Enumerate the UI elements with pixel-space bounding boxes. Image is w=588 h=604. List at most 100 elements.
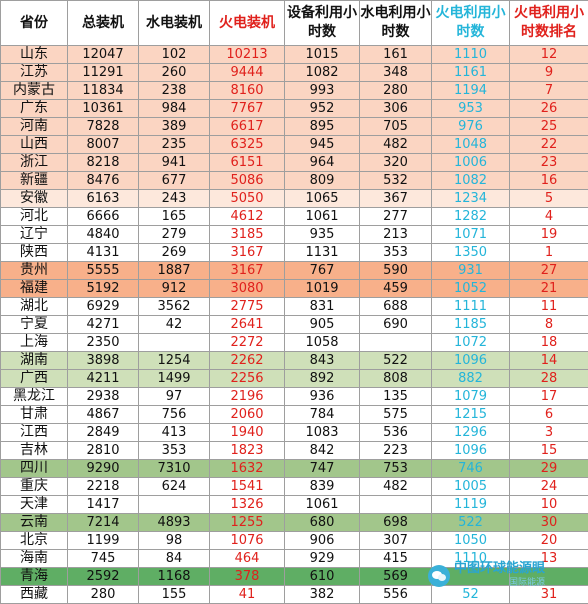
- cell-total-capacity: 8218: [68, 154, 139, 172]
- watermark-text: 中图环球能源眼 国际能源: [454, 562, 545, 590]
- cell-hydro-capacity: 1887: [139, 262, 210, 280]
- cell-province: 上海: [1, 334, 68, 352]
- cell-hydro-capacity: 677: [139, 172, 210, 190]
- cell-equipment-hours: 747: [285, 460, 360, 478]
- cell-total-capacity: 3898: [68, 352, 139, 370]
- cell-hydro-hours: 320: [360, 154, 432, 172]
- cell-province: 甘肃: [1, 406, 68, 424]
- cell-thermal-rank: 29: [510, 460, 588, 478]
- cell-thermal-capacity: 5086: [210, 172, 285, 190]
- header-row: 省份 总装机 水电装机 火电装机 设备利用小时数 水电利用小时数 火电利用小时数…: [1, 1, 588, 46]
- cell-equipment-hours: 1058: [285, 334, 360, 352]
- cell-hydro-hours: 522: [360, 352, 432, 370]
- header-thermal-hours: 火电利用小时数: [432, 1, 510, 46]
- cell-hydro-capacity: 1254: [139, 352, 210, 370]
- cell-equipment-hours: 1065: [285, 190, 360, 208]
- cell-total-capacity: 12047: [68, 46, 139, 64]
- cell-province: 浙江: [1, 154, 68, 172]
- cell-hydro-hours: 556: [360, 586, 432, 604]
- cell-hydro-capacity: 941: [139, 154, 210, 172]
- cell-total-capacity: 2938: [68, 388, 139, 406]
- cell-thermal-capacity: 7767: [210, 100, 285, 118]
- cell-hydro-capacity: 353: [139, 442, 210, 460]
- cell-thermal-hours: 1072: [432, 334, 510, 352]
- cell-province: 广东: [1, 100, 68, 118]
- cell-equipment-hours: 610: [285, 568, 360, 586]
- cell-total-capacity: 1199: [68, 532, 139, 550]
- cell-thermal-capacity: 8160: [210, 82, 285, 100]
- cell-hydro-capacity: 155: [139, 586, 210, 604]
- cell-hydro-capacity: 98: [139, 532, 210, 550]
- cell-thermal-capacity: 2196: [210, 388, 285, 406]
- cell-hydro-hours: 590: [360, 262, 432, 280]
- cell-thermal-rank: 1: [510, 244, 588, 262]
- cell-province: 云南: [1, 514, 68, 532]
- cell-province: 西藏: [1, 586, 68, 604]
- cell-hydro-capacity: 984: [139, 100, 210, 118]
- cell-total-capacity: 6666: [68, 208, 139, 226]
- cell-total-capacity: 1417: [68, 496, 139, 514]
- cell-thermal-capacity: 6151: [210, 154, 285, 172]
- cell-thermal-hours: 953: [432, 100, 510, 118]
- cell-hydro-capacity: 97: [139, 388, 210, 406]
- cell-thermal-hours: 522: [432, 514, 510, 532]
- cell-thermal-capacity: 1326: [210, 496, 285, 514]
- cell-total-capacity: 745: [68, 550, 139, 568]
- cell-total-capacity: 8007: [68, 136, 139, 154]
- watermark: 中图环球能源眼 国际能源: [428, 561, 588, 591]
- cell-hydro-capacity: [139, 334, 210, 352]
- header-province: 省份: [1, 1, 68, 46]
- cell-thermal-capacity: 2775: [210, 298, 285, 316]
- cell-province: 山西: [1, 136, 68, 154]
- cell-equipment-hours: 680: [285, 514, 360, 532]
- cell-thermal-rank: 5: [510, 190, 588, 208]
- cell-equipment-hours: 945: [285, 136, 360, 154]
- cell-hydro-hours: 536: [360, 424, 432, 442]
- cell-thermal-rank: 16: [510, 172, 588, 190]
- cell-thermal-hours: 1052: [432, 280, 510, 298]
- cell-hydro-hours: 353: [360, 244, 432, 262]
- cell-thermal-hours: 882: [432, 370, 510, 388]
- cell-equipment-hours: 843: [285, 352, 360, 370]
- cell-total-capacity: 6929: [68, 298, 139, 316]
- cell-thermal-hours: 1282: [432, 208, 510, 226]
- cell-thermal-hours: 976: [432, 118, 510, 136]
- cell-province: 辽宁: [1, 226, 68, 244]
- header-hydro-capacity: 水电装机: [139, 1, 210, 46]
- cell-hydro-hours: 482: [360, 478, 432, 496]
- cell-thermal-capacity: 4612: [210, 208, 285, 226]
- cell-hydro-capacity: 756: [139, 406, 210, 424]
- cell-thermal-capacity: 464: [210, 550, 285, 568]
- cell-province: 湖北: [1, 298, 68, 316]
- cell-thermal-rank: 30: [510, 514, 588, 532]
- cell-province: 内蒙古: [1, 82, 68, 100]
- cell-thermal-hours: 1161: [432, 64, 510, 82]
- cell-province: 安徽: [1, 190, 68, 208]
- cell-total-capacity: 5192: [68, 280, 139, 298]
- cell-equipment-hours: 936: [285, 388, 360, 406]
- cell-equipment-hours: 809: [285, 172, 360, 190]
- cell-hydro-hours: 698: [360, 514, 432, 532]
- cell-hydro-capacity: 389: [139, 118, 210, 136]
- cell-hydro-hours: 569: [360, 568, 432, 586]
- cell-province: 河北: [1, 208, 68, 226]
- cell-thermal-capacity: 2641: [210, 316, 285, 334]
- cell-thermal-rank: 23: [510, 154, 588, 172]
- cell-hydro-capacity: 1168: [139, 568, 210, 586]
- header-hydro-hours: 水电利用小时数: [360, 1, 432, 46]
- cell-hydro-hours: 306: [360, 100, 432, 118]
- cell-province: 宁夏: [1, 316, 68, 334]
- cell-thermal-capacity: 3080: [210, 280, 285, 298]
- wechat-icon: [428, 565, 450, 587]
- cell-equipment-hours: 767: [285, 262, 360, 280]
